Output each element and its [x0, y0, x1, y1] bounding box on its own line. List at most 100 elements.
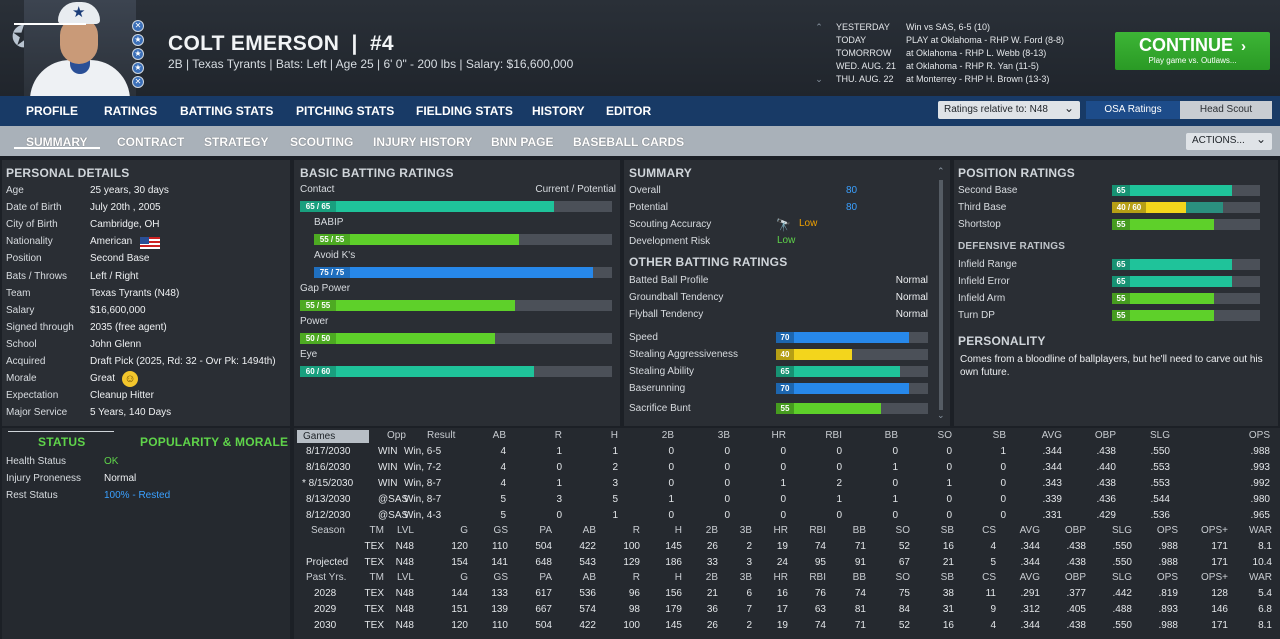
- past-header: OPS+: [1201, 572, 1228, 583]
- player-info: 2B | Texas Tyrants | Bats: Left | Age 25…: [168, 57, 574, 71]
- season-header: CS: [982, 525, 996, 536]
- past-cell: 667: [535, 604, 552, 615]
- rating-value: 55: [776, 403, 794, 414]
- rating-label: Stealing Aggressiveness: [629, 349, 738, 360]
- game-cell: 0: [946, 510, 952, 521]
- past-cell: 146: [1211, 604, 1228, 615]
- head-scout-toggle[interactable]: Head Scout: [1180, 101, 1272, 119]
- tab-batting-stats[interactable]: BATTING STATS: [180, 104, 274, 118]
- tab-status[interactable]: STATUS: [38, 435, 86, 449]
- past-header: 3B: [739, 572, 752, 583]
- season-cell: .438: [1066, 557, 1086, 568]
- schedule-row[interactable]: TODAY PLAY at Oklahoma - RHP W. Ford (8-8…: [812, 35, 1112, 48]
- past-header: WAR: [1249, 572, 1272, 583]
- subtab-injury-history[interactable]: INJURY HISTORY: [373, 135, 473, 149]
- tab-fielding-stats[interactable]: FIELDING STATS: [416, 104, 513, 118]
- status-label: Health Status: [6, 456, 67, 467]
- personality-text: Comes from a bloodline of ballplayers, b…: [960, 354, 1263, 378]
- season-header: LVL: [396, 525, 414, 536]
- tab-profile[interactable]: PROFILE: [26, 104, 79, 118]
- past-header: Past Yrs.: [306, 572, 347, 583]
- award-icon: ★: [132, 34, 144, 46]
- game-date[interactable]: 8/12/2030: [306, 510, 351, 521]
- subtab-baseball-cards[interactable]: BASEBALL CARDS: [573, 135, 685, 149]
- season-header: WAR: [1249, 525, 1272, 536]
- game-date[interactable]: 8/17/2030: [306, 446, 351, 457]
- past-cell: N48: [395, 620, 414, 631]
- schedule-row[interactable]: WED. AUG. 21 at Oklahoma - RHP R. Yan (11…: [812, 61, 1112, 74]
- schedule-row[interactable]: ⌄ THU. AUG. 22 at Monterrey - RHP H. Brown…: [812, 74, 1112, 87]
- detail-value[interactable]: Texas Tyrants (N48): [90, 287, 180, 299]
- tab-ratings[interactable]: RATINGS: [104, 104, 158, 118]
- past-cell: .550: [1112, 620, 1132, 631]
- season-cell: 543: [579, 557, 596, 568]
- season-header: OBP: [1064, 525, 1086, 536]
- tab-editor[interactable]: EDITOR: [606, 104, 652, 118]
- osa-ratings-toggle[interactable]: OSA Ratings: [1086, 101, 1180, 119]
- game-date[interactable]: 8/13/2030: [306, 494, 351, 505]
- subtab-contract[interactable]: CONTRACT: [117, 135, 185, 149]
- rating-value: 60 / 60: [300, 366, 336, 377]
- schedule-row[interactable]: ⌃ YESTERDAY Win vs SAS, 6-5 (10): [812, 22, 1112, 35]
- tab-popularity-morale[interactable]: POPULARITY & MORALE: [140, 435, 289, 449]
- season-cell: TEX: [364, 557, 384, 568]
- rating-bar-fill: [776, 349, 852, 360]
- subtab-summary[interactable]: SUMMARY: [26, 135, 88, 149]
- season-header: 3B: [739, 525, 752, 536]
- past-cell: 110: [492, 620, 508, 631]
- schedule-day: THU. AUG. 22: [836, 74, 894, 84]
- subtab-strategy[interactable]: STRATEGY: [204, 135, 269, 149]
- game-cell: Win, 4-3: [404, 510, 442, 521]
- game-cell: 0: [1000, 462, 1006, 473]
- season-header: SB: [940, 525, 954, 536]
- game-cell: 4: [500, 462, 506, 473]
- award-icon: ✕: [132, 20, 144, 32]
- games-header: 3B: [717, 430, 730, 441]
- subtab-bnn-page[interactable]: BNN PAGE: [491, 135, 554, 149]
- game-cell: 1: [612, 446, 618, 457]
- games-header: SB: [992, 430, 1006, 441]
- subtab-scouting[interactable]: SCOUTING: [290, 135, 354, 149]
- games-select[interactable]: Games: [297, 430, 369, 443]
- season-cell: 91: [854, 557, 866, 568]
- arrow-icon[interactable]: ⌃: [815, 22, 823, 32]
- rating-value: 55 / 55: [314, 234, 350, 245]
- game-date[interactable]: 8/16/2030: [306, 462, 351, 473]
- rating-label: Baserunning: [629, 383, 686, 394]
- season-cell: 4: [990, 541, 996, 552]
- past-header: SO: [895, 572, 910, 583]
- season-header: HR: [773, 525, 788, 536]
- arrow-icon[interactable]: ⌄: [815, 74, 823, 84]
- season-cell: 26: [706, 541, 718, 552]
- rating-bar: 70: [776, 383, 928, 394]
- ratings-relative-select[interactable]: Ratings relative to: N48: [938, 101, 1080, 119]
- tab-pitching-stats[interactable]: PITCHING STATS: [296, 104, 395, 118]
- past-cell: 151: [451, 604, 468, 615]
- past-header: RBI: [809, 572, 826, 583]
- summary-value: Low: [799, 218, 818, 229]
- schedule-list[interactable]: ⌃ YESTERDAY Win vs SAS, 6-5 (10) TODAY PLAY …: [812, 22, 1112, 87]
- continue-button[interactable]: CONTINUE › Play game vs. Outlaws...: [1115, 32, 1270, 70]
- game-cell: 1: [556, 446, 562, 457]
- detail-label: Morale: [6, 373, 37, 385]
- past-header: SLG: [1111, 572, 1132, 583]
- personal-details-panel: PERSONAL DETAILS Age 25 years, 30 days Dat…: [2, 160, 290, 426]
- game-date[interactable]: * 8/15/2030: [302, 478, 354, 489]
- rating-value: 55: [1112, 293, 1130, 304]
- rating-value: 65: [776, 366, 794, 377]
- chevron-right-icon: ›: [1241, 38, 1246, 55]
- tab-history[interactable]: HISTORY: [532, 104, 585, 118]
- season-cell: .344: [1020, 557, 1040, 568]
- actions-menu[interactable]: ACTIONS...: [1186, 132, 1272, 150]
- season-cell: .438: [1066, 541, 1086, 552]
- scrollbar[interactable]: ⌃ ⌄: [937, 166, 945, 420]
- game-cell: .992: [1250, 478, 1270, 489]
- detail-value[interactable]: Draft Pick (2025, Rd: 32 - Ovr Pk: 1494t…: [90, 356, 276, 367]
- past-cell: 75: [898, 588, 910, 599]
- game-cell: @SAS: [378, 510, 409, 521]
- past-cell: 139: [491, 604, 508, 615]
- schedule-row[interactable]: TOMORROW at Oklahoma - RHP L. Webb (8-13): [812, 48, 1112, 61]
- past-cell: 98: [628, 604, 640, 615]
- past-cell: 19: [776, 620, 788, 631]
- season-header: 2B: [705, 525, 718, 536]
